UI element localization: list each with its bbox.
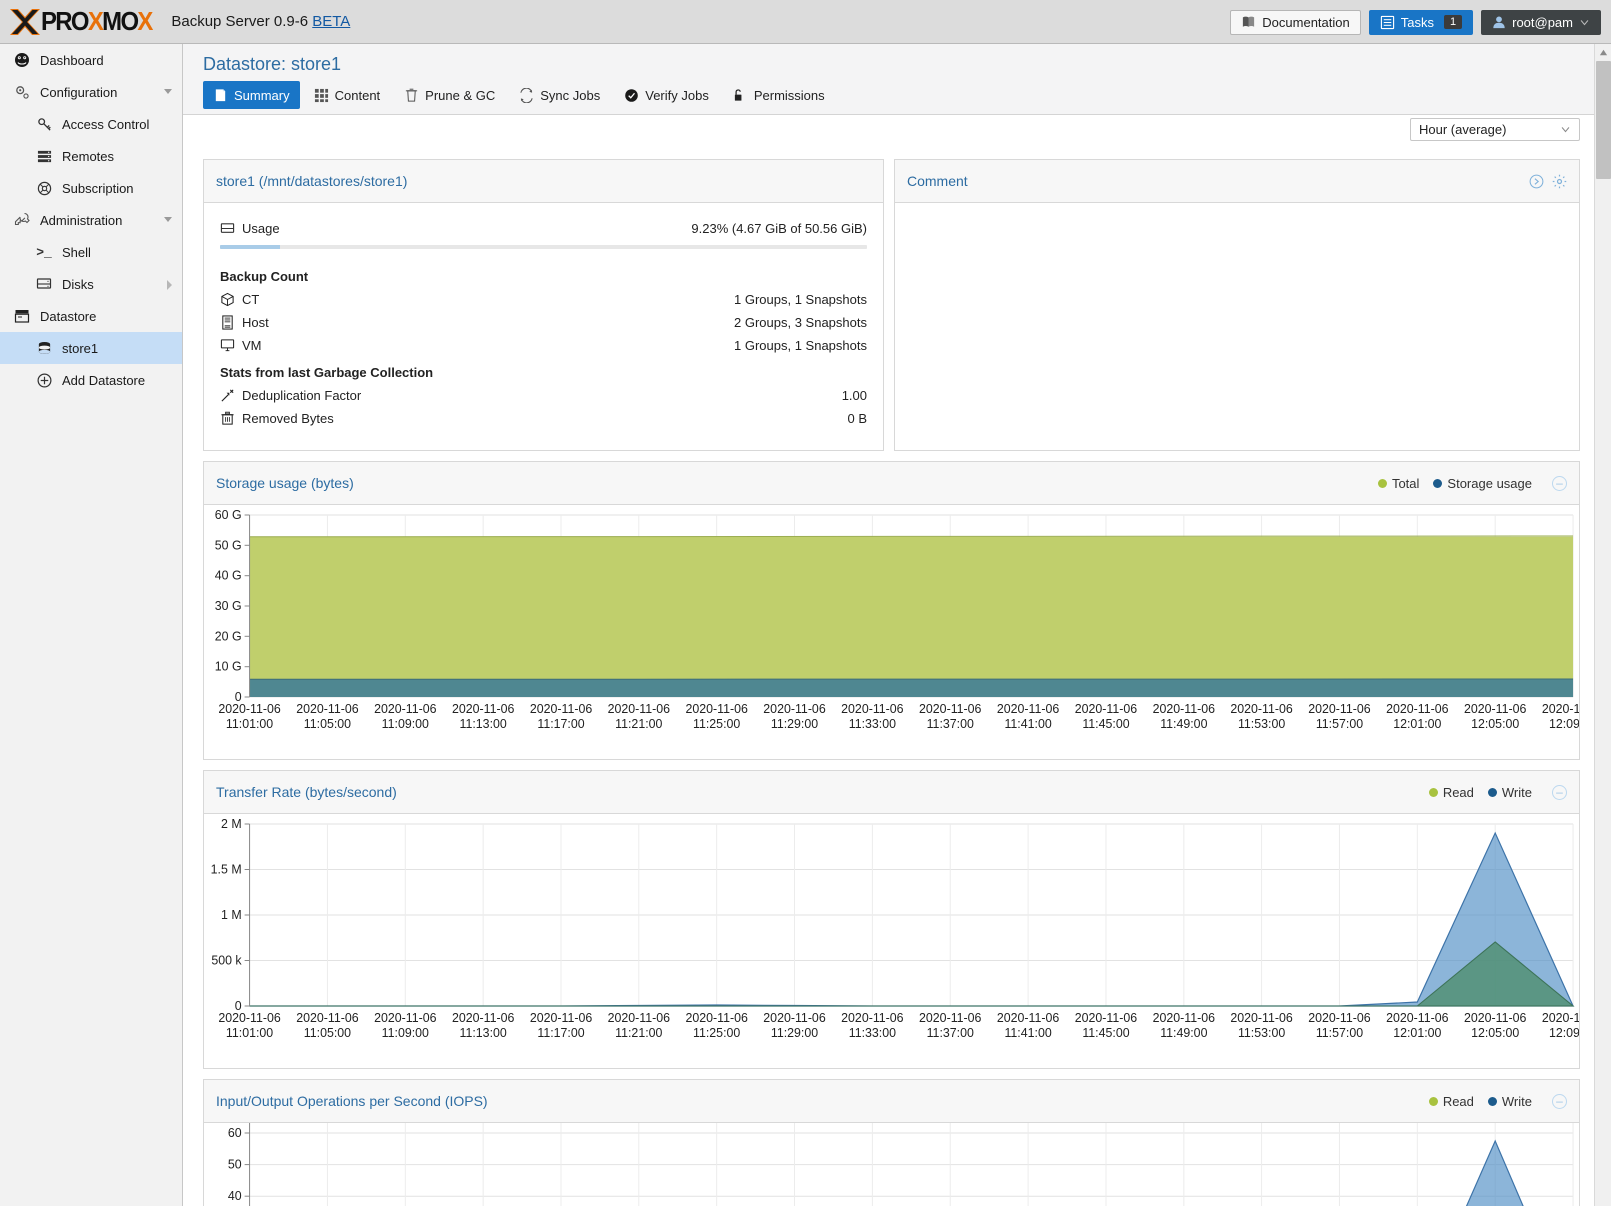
svg-text:2020-11-06: 2020-11-06 — [530, 702, 592, 716]
svg-text:11:01:00: 11:01:00 — [226, 717, 273, 731]
svg-text:10 G: 10 G — [215, 660, 242, 674]
svg-text:500 k: 500 k — [211, 953, 242, 967]
svg-text:11:25:00: 11:25:00 — [693, 1026, 740, 1040]
svg-text:20 G: 20 G — [215, 629, 242, 643]
svg-text:2020-11-06: 2020-11-06 — [1386, 702, 1448, 716]
svg-text:2020-11-06: 2020-11-06 — [1386, 1011, 1448, 1025]
svg-text:2020-11-06: 2020-11-06 — [685, 702, 747, 716]
svg-text:12:05:00: 12:05:00 — [1471, 717, 1519, 731]
svg-text:12:01:00: 12:01:00 — [1393, 1026, 1441, 1040]
svg-text:11:17:00: 11:17:00 — [537, 717, 584, 731]
svg-text:11:05:00: 11:05:00 — [304, 717, 351, 731]
svg-text:11:53:00: 11:53:00 — [1238, 1026, 1285, 1040]
svg-text:11:57:00: 11:57:00 — [1316, 717, 1363, 731]
svg-text:2020-11-06: 2020-11-06 — [608, 702, 670, 716]
svg-text:40: 40 — [228, 1189, 242, 1203]
svg-text:2020-11-06: 2020-11-06 — [1542, 1011, 1579, 1025]
svg-text:2020-11-06: 2020-11-06 — [919, 702, 981, 716]
svg-text:2020-11-06: 2020-11-06 — [841, 1011, 903, 1025]
svg-text:2020-11-06: 2020-11-06 — [1153, 702, 1215, 716]
svg-text:2020-11-06: 2020-11-06 — [608, 1011, 670, 1025]
svg-text:2020-11-06: 2020-11-06 — [763, 1011, 825, 1025]
svg-text:2020-11-06: 2020-11-06 — [1308, 1011, 1370, 1025]
svg-text:2020-11-06: 2020-11-06 — [1230, 702, 1292, 716]
svg-text:2020-11-06: 2020-11-06 — [685, 1011, 747, 1025]
svg-text:2020-11-06: 2020-11-06 — [530, 1011, 592, 1025]
svg-text:11:49:00: 11:49:00 — [1160, 1026, 1207, 1040]
svg-text:11:37:00: 11:37:00 — [927, 1026, 974, 1040]
svg-text:2020-11-06: 2020-11-06 — [997, 702, 1059, 716]
svg-text:40 G: 40 G — [215, 569, 242, 583]
svg-text:11:45:00: 11:45:00 — [1082, 717, 1129, 731]
svg-text:2020-11-06: 2020-11-06 — [919, 1011, 981, 1025]
svg-text:2020-11-06: 2020-11-06 — [1464, 1011, 1526, 1025]
svg-text:2020-11-06: 2020-11-06 — [1075, 1011, 1137, 1025]
svg-text:11:57:00: 11:57:00 — [1316, 1026, 1363, 1040]
svg-text:11:49:00: 11:49:00 — [1160, 717, 1207, 731]
svg-text:11:29:00: 11:29:00 — [771, 1026, 818, 1040]
svg-text:11:05:00: 11:05:00 — [304, 1026, 351, 1040]
svg-text:11:09:00: 11:09:00 — [382, 717, 429, 731]
svg-text:2020-11-06: 2020-11-06 — [1464, 702, 1526, 716]
svg-text:2020-11-06: 2020-11-06 — [218, 1011, 280, 1025]
svg-text:2 M: 2 M — [221, 817, 242, 831]
svg-text:2020-11-06: 2020-11-06 — [452, 702, 514, 716]
svg-text:11:41:00: 11:41:00 — [1004, 1026, 1051, 1040]
svg-text:2020-11-06: 2020-11-06 — [763, 702, 825, 716]
svg-text:2020-11-06: 2020-11-06 — [1153, 1011, 1215, 1025]
svg-text:12:05:00: 12:05:00 — [1471, 1026, 1519, 1040]
svg-text:60 G: 60 G — [215, 508, 242, 522]
svg-text:2020-11-06: 2020-11-06 — [218, 702, 280, 716]
svg-text:11:21:00: 11:21:00 — [615, 1026, 662, 1040]
svg-text:11:37:00: 11:37:00 — [927, 717, 974, 731]
svg-text:2020-11-06: 2020-11-06 — [997, 1011, 1059, 1025]
svg-text:1 M: 1 M — [221, 908, 242, 922]
svg-text:11:45:00: 11:45:00 — [1082, 1026, 1129, 1040]
svg-text:50 G: 50 G — [215, 538, 242, 552]
svg-text:11:17:00: 11:17:00 — [537, 1026, 584, 1040]
svg-text:11:53:00: 11:53:00 — [1238, 717, 1285, 731]
svg-text:30 G: 30 G — [215, 599, 242, 613]
svg-text:11:13:00: 11:13:00 — [460, 717, 507, 731]
svg-text:12:01:00: 12:01:00 — [1393, 717, 1441, 731]
svg-text:50: 50 — [228, 1158, 242, 1172]
svg-text:11:41:00: 11:41:00 — [1004, 717, 1051, 731]
svg-text:2020-11-06: 2020-11-06 — [841, 702, 903, 716]
svg-text:2020-11-06: 2020-11-06 — [296, 702, 358, 716]
svg-text:2020-11-06: 2020-11-06 — [1308, 702, 1370, 716]
svg-text:2020-11-06: 2020-11-06 — [374, 1011, 436, 1025]
svg-text:11:25:00: 11:25:00 — [693, 717, 740, 731]
svg-text:11:33:00: 11:33:00 — [849, 717, 896, 731]
svg-text:11:01:00: 11:01:00 — [226, 1026, 273, 1040]
svg-text:2020-11-06: 2020-11-06 — [1075, 702, 1137, 716]
svg-text:60: 60 — [228, 1126, 242, 1140]
svg-text:2020-11-06: 2020-11-06 — [452, 1011, 514, 1025]
svg-text:11:09:00: 11:09:00 — [382, 1026, 429, 1040]
svg-text:12:09:00: 12:09:00 — [1549, 1026, 1579, 1040]
svg-text:2020-11-06: 2020-11-06 — [374, 702, 436, 716]
svg-text:12:09:00: 12:09:00 — [1549, 717, 1579, 731]
svg-text:11:29:00: 11:29:00 — [771, 717, 818, 731]
svg-text:11:33:00: 11:33:00 — [849, 1026, 896, 1040]
svg-text:1.5 M: 1.5 M — [211, 862, 242, 876]
svg-text:2020-11-06: 2020-11-06 — [1230, 1011, 1292, 1025]
svg-text:11:13:00: 11:13:00 — [460, 1026, 507, 1040]
svg-text:11:21:00: 11:21:00 — [615, 717, 662, 731]
svg-text:2020-11-06: 2020-11-06 — [296, 1011, 358, 1025]
svg-text:2020-11-06: 2020-11-06 — [1542, 702, 1579, 716]
